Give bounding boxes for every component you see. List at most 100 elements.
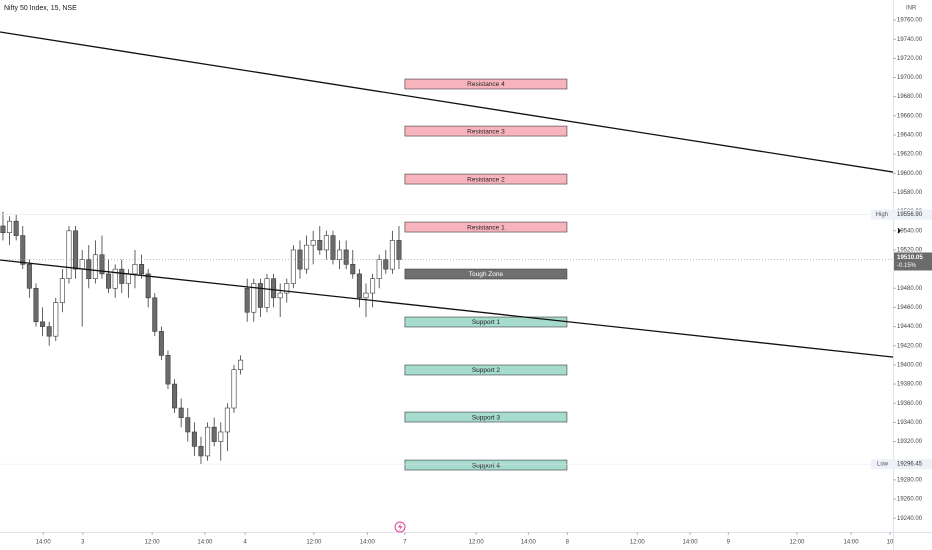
- candle-body: [317, 240, 323, 251]
- y-tick-label: 19360.00: [897, 401, 923, 407]
- candle-body: [99, 254, 105, 275]
- candle-body: [66, 230, 72, 279]
- candle-body: [191, 431, 197, 447]
- candle-body: [20, 235, 26, 265]
- y-tick-label: 19520.00: [897, 248, 923, 254]
- candle-body: [132, 264, 138, 275]
- y-tick-label: 19540.00: [897, 228, 923, 234]
- currency: INR: [906, 6, 917, 12]
- candle-body: [119, 268, 125, 284]
- low-marker-tag: [871, 459, 932, 470]
- candle-body: [304, 244, 310, 270]
- low-marker-price: 19296.45: [897, 462, 923, 468]
- candle-body: [112, 268, 118, 289]
- y-tick-label: 19320.00: [897, 439, 923, 445]
- candle-body: [238, 359, 244, 371]
- candle-body: [172, 383, 178, 409]
- y-tick-label: 19460.00: [897, 305, 923, 311]
- candle-body: [178, 407, 184, 418]
- zone-box: [404, 459, 568, 471]
- zone-box: [404, 411, 568, 423]
- trendline: [0, 31, 894, 173]
- zone-box: [404, 221, 568, 233]
- x-tick-label: 3: [81, 540, 85, 546]
- candle-body: [356, 273, 362, 299]
- y-tick-label: 19660.00: [897, 113, 923, 119]
- candle-body: [0, 225, 6, 234]
- candle-body: [343, 249, 349, 265]
- candle-body: [33, 287, 39, 323]
- y-tick-label: 19400.00: [897, 362, 923, 368]
- last-price-badge: [894, 252, 932, 271]
- candle-body: [145, 273, 151, 299]
- event-circle[interactable]: [394, 521, 406, 533]
- zone-label: Resistance 4: [467, 81, 505, 88]
- high-marker-label: High: [876, 212, 888, 218]
- x-tick-label: 14:00: [683, 540, 699, 546]
- candle-body: [264, 278, 270, 308]
- candle-body: [92, 254, 98, 279]
- candle-body: [79, 259, 85, 270]
- candle-body: [125, 273, 131, 284]
- zone-label: Support 4: [472, 462, 501, 469]
- candle-body: [218, 431, 224, 442]
- y-tick-label: 19480.00: [897, 286, 923, 292]
- candle-body: [389, 240, 395, 270]
- candle-body: [257, 283, 263, 308]
- candle-body: [211, 426, 217, 442]
- candle-body: [165, 355, 171, 385]
- candle-body: [185, 417, 191, 433]
- y-tick-label: 19760.00: [897, 18, 923, 24]
- candle-body: [284, 283, 290, 294]
- candle-body: [40, 321, 46, 327]
- candle-body: [158, 331, 164, 356]
- x-tick-label: 12:00: [789, 540, 805, 546]
- high-marker-price: 19556.90: [897, 212, 923, 218]
- candle-body: [350, 264, 356, 275]
- x-tick-label: 14:00: [844, 540, 860, 546]
- y-tick-label: 19640.00: [897, 133, 923, 139]
- last-price-change: -0.15%: [897, 263, 917, 269]
- price-pointer: [898, 227, 901, 234]
- y-tick-label: 19260.00: [897, 497, 923, 503]
- candle-body: [106, 273, 112, 289]
- candle-body: [139, 264, 145, 275]
- y-tick-label: 19440.00: [897, 324, 923, 330]
- candle-body: [244, 287, 250, 313]
- candle-body: [224, 407, 230, 433]
- y-tick-label: 19280.00: [897, 477, 923, 483]
- candle-body: [363, 292, 369, 299]
- candle-body: [297, 249, 303, 270]
- y-tick-label: 19580.00: [897, 190, 923, 196]
- zone-label: Resistance 2: [467, 176, 505, 183]
- x-tick-label: 4: [244, 540, 248, 546]
- zone-label: Support 2: [472, 367, 501, 374]
- candle-body: [152, 297, 158, 332]
- candle-body: [7, 220, 13, 234]
- event-icon[interactable]: [394, 521, 406, 533]
- candle-body: [330, 235, 336, 260]
- low-marker-label: Low: [877, 462, 889, 468]
- last-price: 19510.05: [897, 254, 923, 261]
- zone-label: Resistance 1: [467, 224, 505, 231]
- x-tick-label: 8: [566, 540, 570, 546]
- zone-box: [404, 268, 568, 280]
- zone-label: Support 3: [472, 414, 501, 421]
- candle-body: [290, 249, 296, 284]
- y-tick-label: 19240.00: [897, 516, 923, 522]
- y-tick-label: 19600.00: [897, 171, 923, 177]
- candle-body: [231, 369, 237, 409]
- y-tick-label: 19420.00: [897, 343, 923, 349]
- candle-body: [376, 259, 382, 279]
- y-tick-label: 19700.00: [897, 75, 923, 81]
- zone-label: Tough Zone: [469, 271, 504, 278]
- candle-body: [337, 249, 343, 260]
- event-bolt[interactable]: [398, 523, 403, 531]
- y-tick-label: 19620.00: [897, 152, 923, 158]
- zone-box: [404, 78, 568, 90]
- x-tick-label: 14:00: [36, 540, 52, 546]
- high-marker-tag: [871, 209, 932, 220]
- y-tick-label: 19720.00: [897, 56, 923, 62]
- candle-body: [310, 240, 316, 246]
